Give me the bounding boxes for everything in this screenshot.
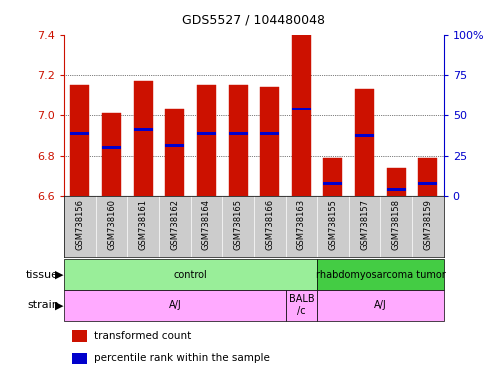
Text: ▶: ▶: [55, 270, 63, 280]
Bar: [64, 259, 317, 290]
Bar: [71, 330, 87, 342]
Bar: [317, 290, 444, 321]
Text: GSM738159: GSM738159: [423, 199, 432, 250]
Text: ▶: ▶: [55, 300, 63, 310]
Text: GSM738155: GSM738155: [328, 199, 338, 250]
Text: GSM738156: GSM738156: [75, 199, 84, 250]
Text: GSM738164: GSM738164: [202, 199, 211, 250]
Bar: [70, 85, 89, 196]
Text: percentile rank within the sample: percentile rank within the sample: [95, 353, 270, 363]
Bar: [102, 113, 121, 196]
Text: GSM738160: GSM738160: [107, 199, 116, 250]
Bar: [292, 35, 311, 196]
Text: GSM738166: GSM738166: [265, 199, 274, 250]
Bar: [102, 146, 121, 149]
Text: GSM738161: GSM738161: [139, 199, 148, 250]
Text: rhabdomyosarcoma tumor: rhabdomyosarcoma tumor: [316, 270, 445, 280]
Bar: [229, 85, 247, 196]
Text: strain: strain: [27, 300, 59, 310]
Text: GSM738157: GSM738157: [360, 199, 369, 250]
Text: control: control: [174, 270, 208, 280]
Text: A/J: A/J: [374, 300, 387, 310]
Bar: [229, 132, 247, 135]
Text: BALB
/c: BALB /c: [288, 295, 314, 316]
Text: GSM738165: GSM738165: [234, 199, 243, 250]
Bar: [71, 353, 87, 364]
Bar: [355, 89, 374, 196]
Bar: [134, 128, 153, 131]
Bar: [317, 259, 444, 290]
Bar: [134, 81, 153, 196]
Bar: [387, 189, 406, 191]
Bar: [419, 157, 437, 196]
Text: GSM738162: GSM738162: [170, 199, 179, 250]
Bar: [165, 109, 184, 196]
Text: GSM738163: GSM738163: [297, 199, 306, 250]
Bar: [197, 85, 216, 196]
Text: transformed count: transformed count: [95, 331, 192, 341]
Bar: [323, 157, 343, 196]
Text: GSM738158: GSM738158: [392, 199, 401, 250]
Text: A/J: A/J: [169, 300, 181, 310]
Bar: [165, 144, 184, 147]
Bar: [323, 182, 343, 185]
Bar: [387, 167, 406, 196]
Bar: [285, 290, 317, 321]
Bar: [64, 290, 285, 321]
Text: tissue: tissue: [26, 270, 59, 280]
Text: GDS5527 / 104480048: GDS5527 / 104480048: [182, 14, 325, 27]
Bar: [355, 134, 374, 137]
Bar: [292, 108, 311, 111]
Bar: [70, 132, 89, 135]
Bar: [260, 132, 279, 135]
Bar: [197, 132, 216, 135]
Bar: [419, 182, 437, 185]
Bar: [260, 87, 279, 196]
